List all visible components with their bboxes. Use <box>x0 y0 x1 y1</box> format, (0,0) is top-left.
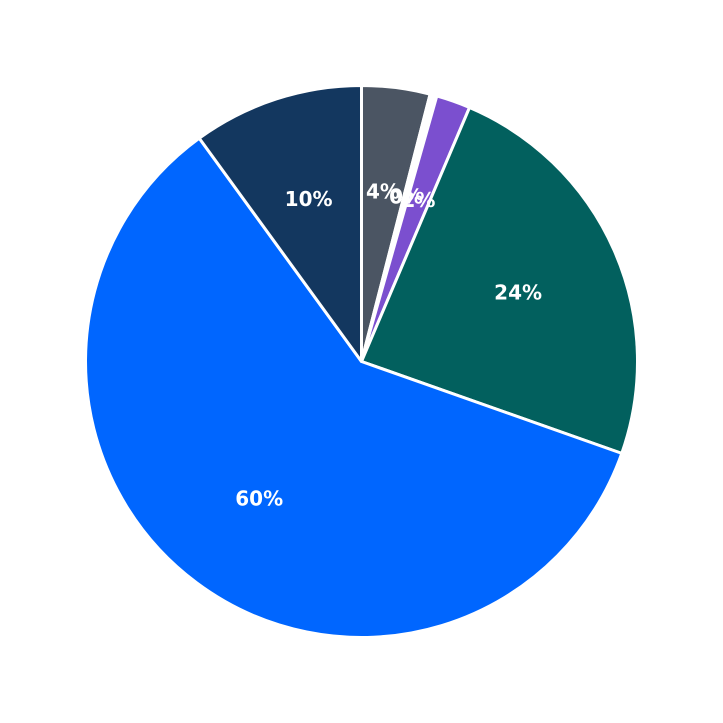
pie-slice-5 <box>197 84 363 363</box>
pie-slices <box>84 84 640 639</box>
pie-label-1: 0% <box>389 184 423 208</box>
pie-label-3: 24% <box>494 281 542 305</box>
pie-label-0: 4% <box>366 180 400 204</box>
pie-label-2: 2% <box>401 188 435 212</box>
pie-label-4: 60% <box>235 487 283 511</box>
pie-labels: 4%0%2% 24% 60% 10% <box>235 180 542 511</box>
pie-slice-3 <box>360 106 640 455</box>
pie-slice-4 <box>84 136 624 639</box>
pie-label-5: 10% <box>285 187 333 211</box>
